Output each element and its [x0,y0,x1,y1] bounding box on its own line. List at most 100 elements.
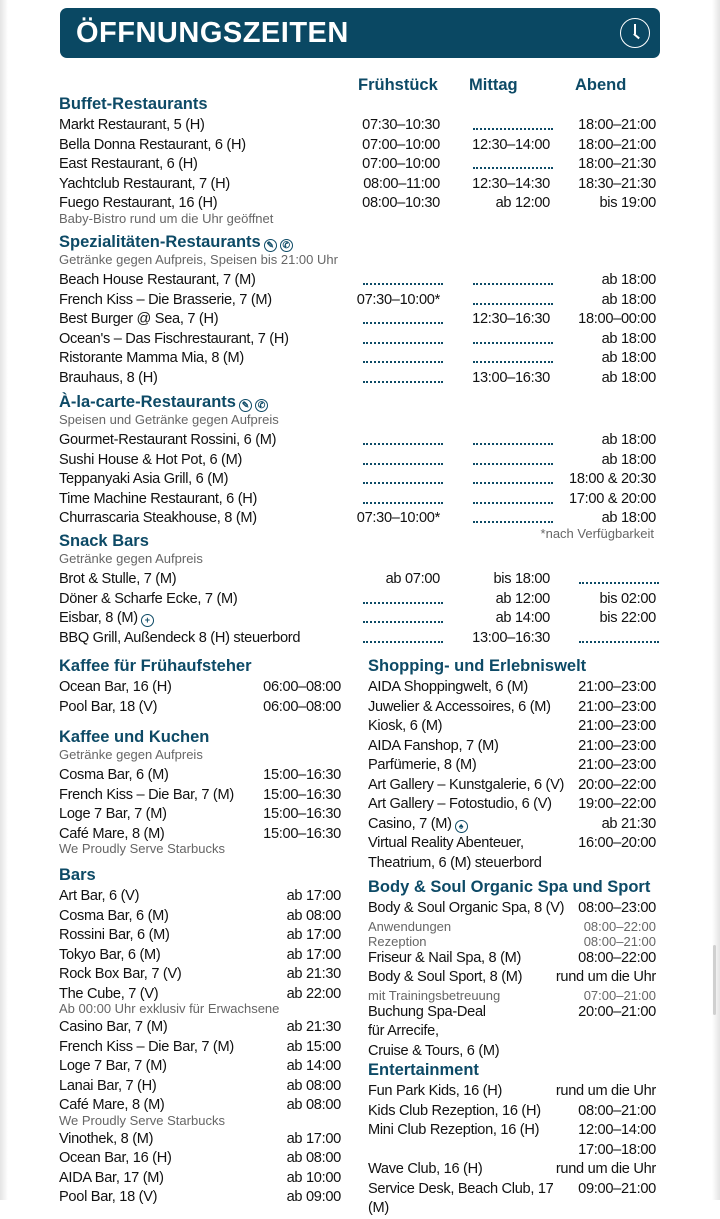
list-item: Café Mare, 8 (M) ab 08:00 [59,1096,341,1116]
section-title: Spezialitäten-Restaurants [59,233,261,251]
venue-name-wrap: French Kiss – Die Bar, 7 (M) [59,1038,281,1058]
list-item: Lanai Bar, 7 (H) ab 08:00 [59,1077,341,1097]
venue-name: Body & Soul Organic Spa, 8 (V) [368,900,565,916]
venue-name: Lanai Bar, 7 (H) [59,1077,157,1094]
section-heading: Entertainment [368,1060,656,1080]
venue-name: Markt Restaurant, 5 (H) [59,117,205,133]
opening-time: 20:00–22:00 [578,776,656,793]
opening-time: ab 21:30 [601,815,657,832]
venue-name: Juwelier & Accessoires, 6 (M) [368,698,551,715]
sub-label: Anwendungen [368,918,452,934]
list-item: Pool Bar, 18 (V) ab 09:00 [59,1188,341,1208]
column-header-mittag: Mittag [469,76,518,94]
list-item: Body & Soul Sport, 8 (M) rund um die Uhr [368,968,656,988]
opening-time: rund um die Uhr [555,969,656,985]
list-item: Casino Bar, 7 (M) ab 21:30 [59,1018,341,1038]
row-list: AIDA Shoppingwelt, 6 (M) 21:00–23:00 Juwel… [368,678,656,873]
time-fru-hstu-ck: 07:00–10:00 [362,136,440,153]
reservation-icon: ✎ [263,239,277,252]
venue-name: Gourmet-Restaurant Rossini, 6 (M) [59,432,277,448]
venue-name: Art Bar, 6 (V) [59,888,140,904]
no-service-dots [473,521,553,523]
sub-item: mit Trainingsbetreuung 07:00–21:00 [368,988,656,1003]
time-abend: 18:00–21:00 [578,117,656,133]
section-title: Kaffee und Kuchen [59,728,210,746]
list-item: The Cube, 7 (V) ab 22:00 [59,985,341,1005]
list-item: Art Gallery – Kunstgalerie, 6 (V) 20:00–2… [368,776,656,796]
no-service-dots [363,501,443,504]
time-mittag: ab 14:00 [495,610,551,626]
clock-icon [620,18,650,48]
opening-time: 08:00–23:00 [578,900,656,916]
opening-time: ab 22:00 [286,985,342,1002]
time-abend: 17:00 & 20:00 [569,490,656,507]
no-service-dots [363,341,443,344]
section-heading: À-la-carte-Restaurants ✎ ✆ [59,392,656,412]
venue-name: Ocean's – Das Fischrestaurant, 7 (H) [59,330,289,347]
venue-name: Buchung Spa-Deal für Arrecife, Cruise & … [368,1003,500,1059]
time-mittag: ab 12:00 [495,590,551,607]
opening-time: 15:00–16:30 [263,806,341,822]
time-abend: ab 18:00 [601,510,657,526]
section-heading: Shopping- und Erlebniswelt [368,656,656,676]
no-service-dots [363,462,443,465]
section-title: Bars [59,866,96,884]
section-heading: Bars [59,865,341,885]
opening-time: ab 17:00 [286,1130,342,1147]
opening-time: ab 08:00 [286,907,342,924]
opening-time: ab 09:00 [286,1189,342,1205]
scrollbar[interactable] [713,945,716,1015]
time-mittag: bis 18:00 [493,571,550,587]
phone-icon: ✆ [279,239,293,252]
venue-name: Loge 7 Bar, 7 (M) [59,1058,167,1074]
no-service-dots [473,341,553,344]
list-item: Fuego Restaurant, 16 (H) 08:00–10:30 ab 12… [59,194,656,214]
opening-time: ab 08:00 [286,1150,342,1166]
venue-name: Beach House Restaurant, 7 (M) [59,272,256,288]
venue-name: Cosma Bar, 6 (M) [59,767,169,783]
venue-name: Café Mare, 8 (M) [59,825,165,842]
venue-name: Yachtclub Restaurant, 7 (H) [59,175,230,192]
venue-name-wrap: Body & Soul Sport, 8 (M) [368,968,550,988]
list-item: Markt Restaurant, 5 (H) 07:30–10:30 18:00–… [59,116,656,136]
opening-time: 21:00–23:00 [578,718,656,734]
venue-name: Friseur & Nail Spa, 8 (M) [368,949,522,966]
list-item: Ocean's – Das Fischrestaurant, 7 (H) ab 1… [59,330,656,350]
row-list: Cosma Bar, 6 (M) 15:00–16:30 French Kiss –… [59,766,341,856]
no-service-dots [363,443,443,445]
opening-time: 16:00–20:00 [578,835,656,851]
plus-circle-icon: + [140,614,154,627]
opening-time: 20:00–21:00 [578,1003,656,1020]
venue-name: Pool Bar, 18 (V) [59,698,158,715]
venue-name-wrap: Café Mare, 8 (M) [59,825,257,845]
venue-name: Art Gallery – Kunstgalerie, 6 (V) [368,776,565,793]
section-title: Shopping- und Erlebniswelt [368,657,587,675]
section-note: Getränke gegen Aufpreis, Speisen bis 21:… [59,252,338,267]
opening-time: 09:00–21:00 [578,1180,656,1197]
opening-time: 21:00–23:00 [578,757,656,773]
venue-name: French Kiss – Die Bar, 7 (M) [59,786,234,803]
venue-name-wrap: French Kiss – Die Bar, 7 (M) [59,786,257,806]
sub-label: mit Trainingsbetreuung [368,987,501,1003]
list-item: Gourmet-Restaurant Rossini, 6 (M) ab 18:0… [59,431,656,451]
venue-name-wrap: Body & Soul Organic Spa, 8 (V) [368,899,572,919]
list-item: Loge 7 Bar, 7 (M) ab 14:00 [59,1057,341,1077]
list-item: Rock Box Bar, 7 (V) ab 21:30 [59,965,341,985]
list-item: AIDA Shoppingwelt, 6 (M) 21:00–23:00 [368,678,656,698]
venue-name-wrap: Casino Bar, 7 (M) [59,1018,281,1038]
venue-name: Eisbar, 8 (M) [59,610,138,626]
time-abend: bis 19:00 [599,195,656,211]
list-item: Kids Club Rezeption, 16 (H) 08:00–21:00 [368,1102,656,1122]
time-abend: ab 18:00 [601,291,657,308]
opening-time: 06:00–08:00 [263,679,341,695]
no-service-dots [473,128,553,130]
opening-time: 21:00–23:00 [578,698,656,715]
opening-time: 12:00–14:00 17:00–18:00 [578,1122,656,1158]
time-abend: ab 18:00 [601,350,657,366]
opening-time: 15:00–16:30 [263,786,341,803]
no-service-dots [363,621,443,623]
list-item: Body & Soul Organic Spa, 8 (V) 08:00–23:0… [368,899,656,919]
venue-name-wrap: Ocean Bar, 16 (H) [59,678,257,698]
section-body-soul-organic-spa-und-sport: Body & Soul Organic Spa und Sport Body & … [368,877,656,1061]
venue-name: Teppanyaki Asia Grill, 6 (M) [59,471,229,487]
